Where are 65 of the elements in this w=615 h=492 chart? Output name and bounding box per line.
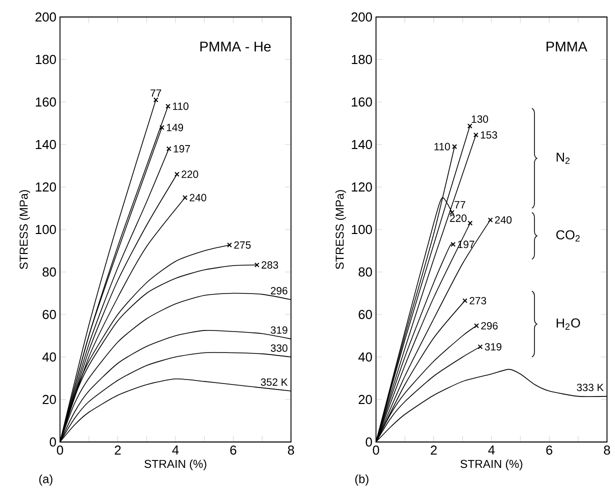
text: PMMA - He	[200, 42, 271, 52]
x-axis-title: STRAIN (%)	[144, 460, 206, 470]
x-tick-label: 2	[114, 446, 121, 455]
y-tick-label: 20	[42, 394, 56, 404]
series-label: 130	[472, 115, 488, 123]
series-label: 275	[234, 241, 251, 249]
x-tick-label: 0	[372, 446, 380, 455]
y-tick-label: 140	[36, 140, 56, 150]
x-tick-label: 0	[56, 446, 64, 455]
annotation: H$_{2}$O	[556, 318, 580, 330]
x-tick-label: 6	[546, 446, 552, 455]
x-tick-label: 4	[488, 446, 495, 454]
series-label: 110	[172, 102, 188, 110]
series-label: 319	[270, 326, 288, 334]
series-label: 273	[470, 296, 486, 304]
y-tick-label: 120	[36, 182, 56, 192]
series-label: 220	[182, 170, 198, 178]
x-tick-label: 2	[430, 446, 437, 455]
x-tick-label: 4	[172, 446, 179, 454]
y-tick-label: 200	[352, 12, 372, 22]
y-tick-label: 140	[352, 140, 372, 150]
y-tick-label: 40	[358, 352, 372, 362]
series-label: 149	[166, 124, 184, 132]
text: PMMA	[546, 42, 588, 52]
series-label: 352 K	[260, 378, 288, 386]
x-tick-label: 8	[604, 446, 610, 455]
text: (a)	[39, 474, 52, 486]
y-tick-label: 200	[36, 12, 56, 22]
y-tick-label: 180	[36, 54, 56, 64]
series-label: 197	[174, 145, 190, 152]
x-tick-label: 6	[230, 446, 236, 455]
series-label: 330	[270, 344, 288, 352]
series-label: 220	[450, 214, 467, 222]
y-tick-label: 60	[358, 310, 372, 320]
series-label: 283	[262, 261, 278, 269]
y-axis-title: STRESS (MPa)	[19, 190, 30, 270]
y-tick-label: 100	[352, 224, 372, 234]
series-label: 153	[480, 131, 498, 139]
series-label: 296	[270, 287, 288, 294]
series-label: 240	[495, 216, 512, 224]
y-tick-label: 0	[366, 437, 372, 447]
x-axis-title: STRAIN (%)	[460, 460, 522, 470]
x-tick-label: 8	[288, 446, 294, 455]
series-label: 110	[434, 142, 450, 150]
y-tick-label: 20	[358, 394, 372, 404]
series-label: 319	[484, 343, 502, 351]
text: (b)	[355, 474, 368, 486]
y-tick-label: 60	[42, 310, 56, 320]
y-tick-label: 120	[352, 182, 372, 192]
y-tick-label: 100	[36, 224, 56, 234]
series-label: 333 K	[576, 384, 604, 392]
series-label: 77	[150, 89, 162, 97]
annotation: CO$_{2}$	[556, 230, 580, 242]
annotation: N$_{2}$	[556, 152, 570, 164]
y-axis-title: STRESS (MPa)	[335, 190, 346, 270]
y-tick-label: 180	[352, 54, 372, 64]
y-tick-label: 160	[36, 97, 56, 107]
series-label: 296	[481, 322, 498, 330]
y-tick-label: 80	[358, 267, 372, 277]
y-tick-label: 80	[42, 267, 56, 277]
series-label: 77	[454, 201, 466, 208]
y-tick-label: 0	[50, 437, 56, 447]
y-tick-label: 40	[42, 352, 56, 362]
series-label: 240	[190, 194, 206, 202]
y-tick-label: 160	[352, 97, 372, 107]
